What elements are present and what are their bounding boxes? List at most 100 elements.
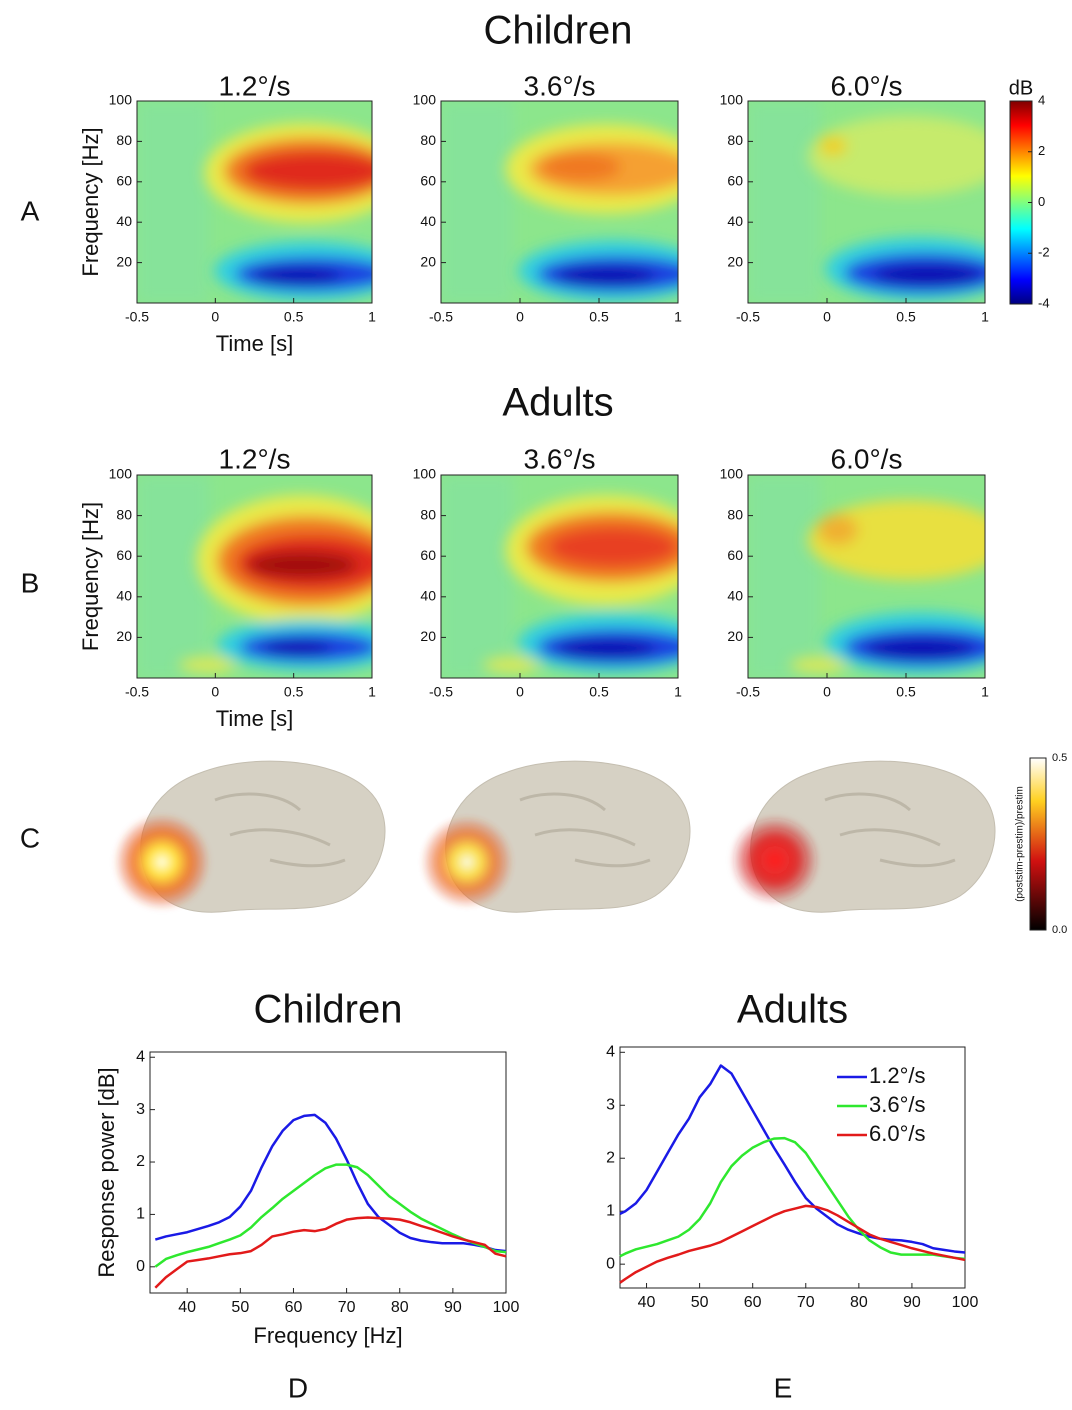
colorbar-tick-label: 4 xyxy=(1038,92,1045,107)
x-tick-label: -0.5 xyxy=(429,684,453,700)
chart-title: Children xyxy=(254,988,403,1032)
y-tick-label: 100 xyxy=(720,92,744,108)
x-tick-label: 90 xyxy=(903,1294,921,1311)
chart-title: Adults xyxy=(737,988,848,1032)
heatmap-image xyxy=(748,101,985,303)
y-tick-label: 80 xyxy=(727,506,743,522)
x-axis-label: Frequency [Hz] xyxy=(253,1323,402,1348)
x-tick-label: 80 xyxy=(850,1294,868,1311)
y-tick-label: 40 xyxy=(420,213,436,229)
x-tick-label: 0.5 xyxy=(284,309,304,325)
y-tick-label: 80 xyxy=(727,132,743,148)
y-tick-label: 100 xyxy=(413,466,437,482)
x-tick-label: -0.5 xyxy=(736,309,760,325)
x-tick-label: 90 xyxy=(444,1299,462,1316)
x-tick-label: 0 xyxy=(823,684,831,700)
heatmap-image xyxy=(137,475,372,678)
y-tick-label: 80 xyxy=(420,132,436,148)
x-tick-label: 1 xyxy=(981,684,989,700)
panel-label: C xyxy=(20,822,40,853)
heatmap-image xyxy=(137,101,372,303)
y-tick-label: 100 xyxy=(109,92,133,108)
y-tick-label: 20 xyxy=(420,253,436,269)
x-tick-label: 1 xyxy=(981,309,989,325)
y-axis-label: Response power [dB] xyxy=(94,1067,119,1277)
x-tick-label: -0.5 xyxy=(125,684,149,700)
x-tick-label: 0 xyxy=(211,684,219,700)
y-tick-label: 40 xyxy=(420,588,436,604)
colorbar-tick-label: 0.5 xyxy=(1052,752,1067,764)
y-tick-label: 2 xyxy=(606,1149,615,1166)
colorbar-tick-label: -2 xyxy=(1038,245,1050,260)
data-line xyxy=(619,1136,966,1261)
x-tick-label: 0 xyxy=(211,309,219,325)
data-line xyxy=(154,1113,507,1253)
group-title: Children xyxy=(484,9,633,53)
chart-title: 3.6°/s xyxy=(524,70,596,101)
heatmap-image xyxy=(748,475,985,678)
y-tick-label: 40 xyxy=(727,588,743,604)
y-tick-label: 80 xyxy=(116,132,132,148)
y-tick-label: 60 xyxy=(727,547,743,563)
colorbar-tick-label: 0.0 xyxy=(1052,924,1067,936)
x-axis-label: Time [s] xyxy=(216,706,293,731)
legend-label: 3.6°/s xyxy=(869,1092,926,1117)
axes-frame xyxy=(136,100,373,304)
heatmap-image xyxy=(441,475,678,678)
x-tick-label: 100 xyxy=(493,1299,520,1316)
axes-frame xyxy=(747,100,986,304)
axes-frame xyxy=(440,100,679,304)
legend-label: 1.2°/s xyxy=(869,1063,926,1088)
x-axis-label: Time [s] xyxy=(216,331,293,356)
y-tick-label: 0 xyxy=(606,1255,615,1272)
x-tick-label: 60 xyxy=(744,1294,762,1311)
y-tick-label: 40 xyxy=(116,588,132,604)
y-tick-label: 4 xyxy=(136,1048,145,1065)
x-tick-label: -0.5 xyxy=(125,309,149,325)
y-tick-label: 2 xyxy=(136,1153,145,1170)
y-tick-label: 60 xyxy=(727,173,743,189)
x-tick-label: 0 xyxy=(516,684,524,700)
x-tick-label: 0 xyxy=(823,309,831,325)
y-tick-label: 60 xyxy=(116,547,132,563)
group-title: Adults xyxy=(502,381,613,425)
chart-title: 3.6°/s xyxy=(524,443,596,474)
x-tick-label: 0.5 xyxy=(896,684,916,700)
y-tick-label: 3 xyxy=(606,1096,615,1113)
y-tick-label: 100 xyxy=(720,466,744,482)
panel-label: B xyxy=(21,567,40,598)
x-tick-label: 1 xyxy=(368,309,376,325)
x-tick-label: 60 xyxy=(285,1299,303,1316)
x-tick-label: 70 xyxy=(797,1294,815,1311)
x-tick-label: 0.5 xyxy=(589,309,609,325)
y-tick-label: 60 xyxy=(420,173,436,189)
y-tick-label: 3 xyxy=(136,1101,145,1118)
y-tick-label: 60 xyxy=(116,173,132,189)
x-tick-label: 0.5 xyxy=(896,309,916,325)
x-tick-label: 40 xyxy=(638,1294,656,1311)
brain xyxy=(114,760,386,913)
colorbar-label: (poststim-prestim)/prestim xyxy=(1015,786,1026,902)
x-tick-label: 70 xyxy=(338,1299,356,1316)
chart-title: 1.2°/s xyxy=(219,70,291,101)
y-tick-label: 1 xyxy=(136,1206,145,1223)
colorbar-tick-label: 2 xyxy=(1038,143,1045,158)
y-tick-label: 0 xyxy=(136,1258,145,1275)
brain xyxy=(421,760,691,913)
chart-title: 6.0°/s xyxy=(831,443,903,474)
x-tick-label: 80 xyxy=(391,1299,409,1316)
panel-label: E xyxy=(774,1372,793,1403)
chart-title: 1.2°/s xyxy=(219,443,291,474)
axes-frame xyxy=(440,474,679,679)
heatmap-image xyxy=(441,101,678,303)
x-tick-label: 1 xyxy=(368,684,376,700)
panel-label: A xyxy=(21,195,40,226)
x-tick-label: 50 xyxy=(231,1299,249,1316)
y-tick-label: 20 xyxy=(116,253,132,269)
data-line xyxy=(154,1216,507,1289)
colorbar-label: dB xyxy=(1009,77,1033,99)
y-tick-label: 80 xyxy=(420,506,436,522)
x-tick-label: 1 xyxy=(674,309,682,325)
x-tick-label: 0 xyxy=(516,309,524,325)
